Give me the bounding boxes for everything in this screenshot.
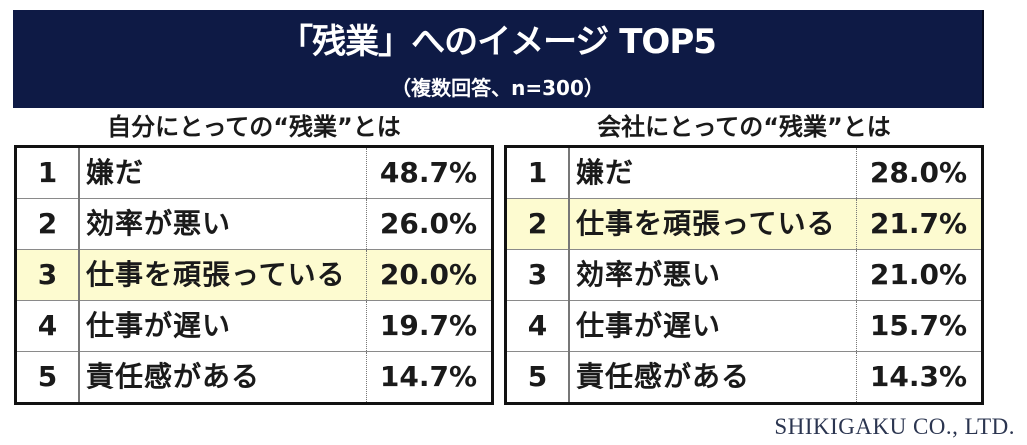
rank-value: 28.0% xyxy=(856,146,983,199)
rank-value: 19.7% xyxy=(366,300,493,352)
table-row: 5 責任感がある 14.3% xyxy=(505,351,983,404)
rank-label: 嫌だ xyxy=(79,146,367,199)
table-row: 1 嫌だ 48.7% xyxy=(15,146,493,199)
table-row: 5 責任感がある 14.7% xyxy=(15,351,493,404)
rank-number: 2 xyxy=(505,198,570,250)
rank-number: 1 xyxy=(15,146,80,199)
rank-value: 21.7% xyxy=(856,198,983,250)
company-credit: SHIKIGAKU CO., LTD. xyxy=(774,414,1015,439)
rank-number: 4 xyxy=(15,300,80,352)
rank-number: 5 xyxy=(15,351,80,404)
rank-label: 仕事が遅い xyxy=(79,300,367,352)
rank-value: 14.7% xyxy=(366,351,493,404)
rank-label: 効率が悪い xyxy=(79,198,367,250)
page-title: 「残業」へのイメージ TOP5 xyxy=(279,22,717,62)
table-row-highlighted: 3 仕事を頑張っている 20.0% xyxy=(15,249,493,301)
rank-value: 14.3% xyxy=(856,351,983,404)
table-row: 2 効率が悪い 26.0% xyxy=(15,198,493,250)
rank-label: 嫌だ xyxy=(569,146,857,199)
table-row: 1 嫌だ 28.0% xyxy=(505,146,983,199)
rank-label: 仕事を頑張っている xyxy=(79,249,367,301)
rank-value: 26.0% xyxy=(366,198,493,250)
rank-label: 仕事を頑張っている xyxy=(569,198,857,250)
rank-value: 21.0% xyxy=(856,249,983,301)
rank-label: 仕事が遅い xyxy=(569,300,857,352)
rank-number: 3 xyxy=(15,249,80,301)
table-row: 4 仕事が遅い 19.7% xyxy=(15,300,493,352)
section-title-company: 会社にとっての“残業”とは xyxy=(597,113,891,141)
rank-label: 責任感がある xyxy=(79,351,367,404)
rank-value: 15.7% xyxy=(856,300,983,352)
rank-label: 責任感がある xyxy=(569,351,857,404)
page-subtitle: （複数回答、n=300） xyxy=(391,76,604,100)
rank-number: 3 xyxy=(505,249,570,301)
rank-value: 20.0% xyxy=(366,249,493,301)
ranking-table-self: 1 嫌だ 48.7% 2 効率が悪い 26.0% 3 仕事を頑張っている 20.… xyxy=(14,145,494,405)
table-row: 3 効率が悪い 21.0% xyxy=(505,249,983,301)
rank-number: 2 xyxy=(15,198,80,250)
rank-number: 4 xyxy=(505,300,570,352)
title-banner: 「残業」へのイメージ TOP5 （複数回答、n=300） xyxy=(13,10,984,108)
rank-label: 効率が悪い xyxy=(569,249,857,301)
table-row-highlighted: 2 仕事を頑張っている 21.7% xyxy=(505,198,983,250)
section-title-self: 自分にとっての“残業”とは xyxy=(107,113,401,141)
rank-number: 5 xyxy=(505,351,570,404)
rank-number: 1 xyxy=(505,146,570,199)
table-row: 4 仕事が遅い 15.7% xyxy=(505,300,983,352)
ranking-table-company: 1 嫌だ 28.0% 2 仕事を頑張っている 21.7% 3 効率が悪い 21.… xyxy=(504,145,984,405)
rank-value: 48.7% xyxy=(366,146,493,199)
